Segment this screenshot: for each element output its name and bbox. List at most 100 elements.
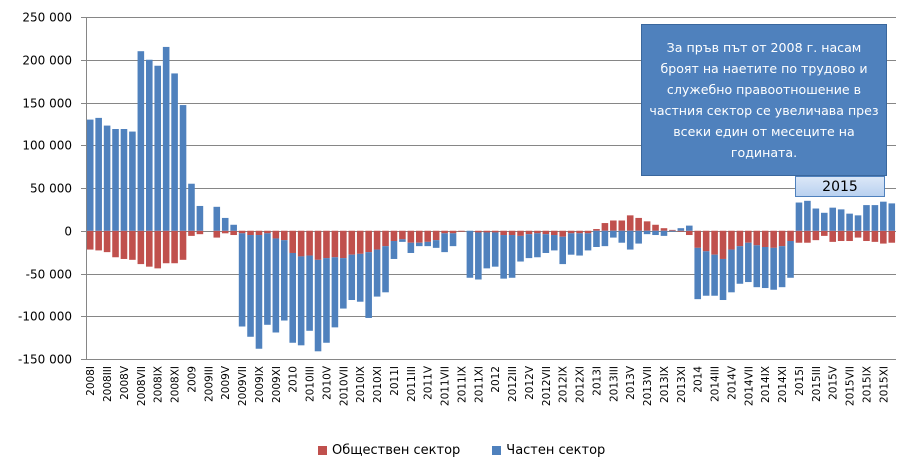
bar-public bbox=[694, 230, 702, 248]
bar-public bbox=[669, 229, 676, 231]
bar-public bbox=[753, 230, 761, 246]
bar-public bbox=[660, 228, 668, 231]
y-tick-label: 50 000 bbox=[30, 182, 72, 196]
bar-private bbox=[373, 249, 381, 297]
x-tick-label: 2009V bbox=[220, 365, 232, 400]
bar-private bbox=[508, 235, 516, 278]
bar-private bbox=[171, 73, 178, 231]
bar-public bbox=[719, 230, 727, 259]
bar-public bbox=[761, 230, 769, 247]
x-tick-label: 2015I bbox=[794, 366, 806, 396]
bar-public bbox=[154, 230, 162, 269]
x-tick-label: 2009VII bbox=[237, 366, 249, 406]
bar-private bbox=[719, 258, 727, 301]
bar-private bbox=[761, 246, 769, 289]
bar-public bbox=[348, 230, 356, 255]
bar-private bbox=[129, 131, 136, 231]
x-tick-label: 2012IX bbox=[558, 366, 570, 403]
bar-private bbox=[559, 236, 567, 265]
x-tick-label: 2012VII bbox=[541, 366, 553, 406]
bar-public bbox=[787, 230, 794, 242]
bar-public bbox=[500, 230, 507, 236]
bar-private bbox=[880, 201, 887, 231]
annotation-text: За пръв път от 2008 г. насам броят на на… bbox=[649, 40, 879, 160]
bar-public bbox=[795, 230, 803, 243]
x-tick-label: 2013VII bbox=[642, 366, 654, 406]
bar-public bbox=[356, 230, 364, 254]
bar-private bbox=[677, 228, 685, 231]
bar-private bbox=[601, 230, 609, 247]
bar-public bbox=[407, 230, 415, 243]
bar-private bbox=[188, 183, 195, 231]
x-tick-label: 2010XI bbox=[372, 366, 384, 403]
x-tick-label: 2008I bbox=[85, 366, 97, 396]
bar-public bbox=[542, 230, 550, 235]
bar-public bbox=[297, 230, 305, 257]
bar-private bbox=[618, 230, 626, 243]
x-tick-label: 2011XI bbox=[473, 366, 485, 403]
bar-private bbox=[407, 242, 415, 253]
bar-private bbox=[854, 215, 862, 231]
x-tick-label: 2009IX bbox=[254, 366, 266, 403]
bar-public bbox=[382, 230, 389, 247]
bar-public bbox=[880, 230, 887, 244]
x-tick-label: 2008IX bbox=[153, 366, 165, 403]
bar-private bbox=[112, 129, 119, 231]
bar-private bbox=[812, 208, 820, 231]
bar-public bbox=[449, 230, 457, 234]
bar-public bbox=[331, 230, 339, 258]
x-tick-label: 2013IX bbox=[659, 366, 671, 403]
bar-public bbox=[432, 230, 440, 241]
bar-private bbox=[795, 202, 803, 231]
bar-private bbox=[576, 233, 583, 256]
bar-private bbox=[238, 233, 246, 327]
x-tick-label: 2009XI bbox=[271, 366, 283, 403]
bar-public bbox=[162, 230, 170, 264]
bar-public bbox=[508, 230, 516, 236]
bar-public bbox=[424, 230, 432, 242]
legend-swatch-private bbox=[492, 446, 502, 455]
bar-private bbox=[255, 235, 263, 349]
x-tick-label: 2008V bbox=[119, 365, 131, 400]
bar-private bbox=[753, 245, 761, 288]
bar-private bbox=[415, 242, 423, 247]
bars bbox=[86, 46, 896, 352]
bar-public bbox=[247, 230, 254, 236]
bar-private bbox=[95, 117, 102, 231]
bar-public bbox=[179, 230, 187, 260]
bar-public bbox=[340, 230, 347, 259]
x-tick-label: 2015VII bbox=[845, 366, 857, 406]
bar-private bbox=[348, 254, 356, 301]
bar-private bbox=[154, 65, 162, 231]
bar-private bbox=[475, 232, 482, 280]
y-tick-label: 200 000 bbox=[22, 54, 72, 68]
bar-public bbox=[525, 230, 533, 235]
legend-item-public: Обществен сектор bbox=[318, 443, 460, 458]
bar-public bbox=[196, 230, 204, 235]
bar-public bbox=[103, 230, 111, 253]
bar-private bbox=[635, 230, 642, 244]
x-tick-label: 2015V bbox=[828, 365, 840, 400]
bar-private bbox=[264, 233, 271, 325]
bar-public bbox=[677, 230, 685, 232]
x-tick-label: 2011I bbox=[389, 366, 401, 396]
bar-private bbox=[179, 105, 187, 231]
bar-private bbox=[888, 203, 896, 231]
bar-public bbox=[458, 230, 465, 232]
x-tick-label: 2014VII bbox=[743, 366, 755, 406]
bar-public bbox=[711, 230, 718, 255]
x-tick-label: 2015III bbox=[811, 366, 823, 402]
x-tick-label: 2012V bbox=[524, 365, 536, 400]
bar-public bbox=[812, 230, 820, 241]
bar-public bbox=[517, 230, 524, 236]
bar-public bbox=[238, 230, 246, 234]
bar-private bbox=[314, 259, 322, 352]
bar-private bbox=[567, 233, 575, 255]
x-tick-label: 2010IX bbox=[355, 366, 367, 403]
x-tick-label: 2011V bbox=[423, 365, 435, 400]
bar-public bbox=[86, 230, 94, 250]
legend-label-public: Обществен сектор bbox=[332, 443, 461, 458]
bar-private bbox=[356, 253, 364, 302]
bar-private bbox=[728, 249, 735, 293]
y-tick-label: -150 000 bbox=[18, 353, 72, 367]
